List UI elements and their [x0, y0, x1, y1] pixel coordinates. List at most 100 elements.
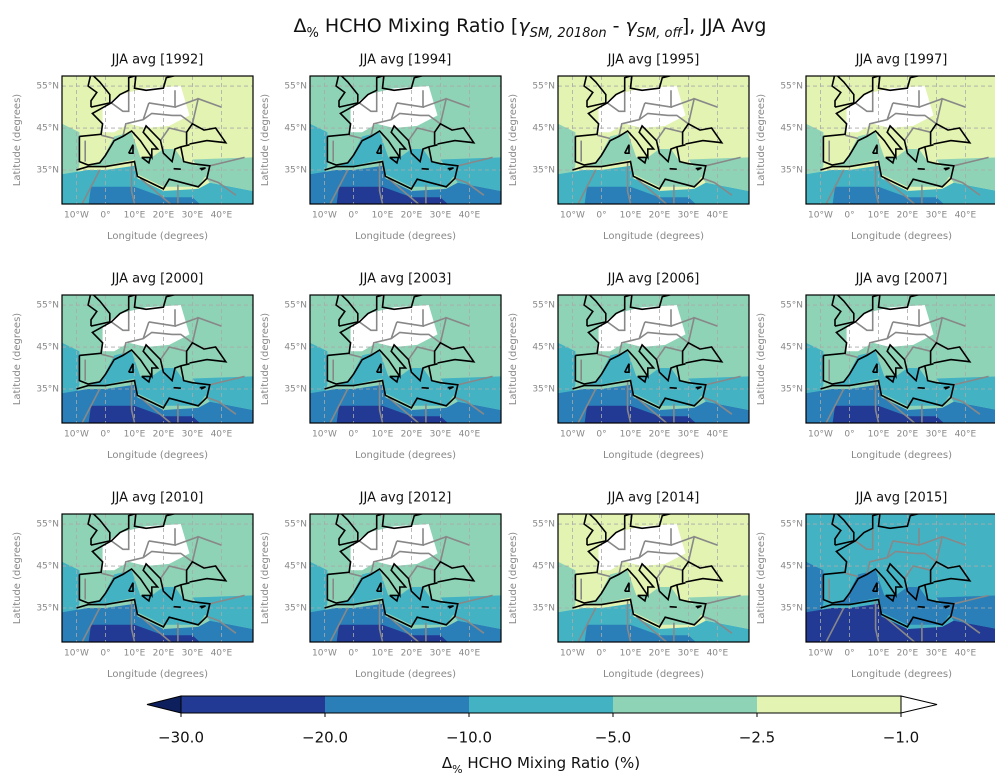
coastline: [871, 582, 878, 593]
x-tick-label: 10°W: [312, 211, 337, 221]
coastline: [375, 144, 382, 154]
x-tick-label: 30°E: [430, 649, 452, 659]
map-frame: [557, 513, 750, 643]
border: [139, 615, 172, 642]
coastline: [324, 146, 459, 190]
y-tick-label: 55°N: [780, 82, 803, 92]
map-frame: [805, 294, 995, 424]
border: [626, 599, 632, 642]
map-frame: [557, 75, 750, 205]
border: [387, 615, 420, 642]
border: [702, 177, 733, 196]
panel-title: JJA avg [2003]: [359, 272, 452, 287]
text-part: -: [607, 15, 626, 37]
coastline: [885, 156, 896, 165]
x-tick-label: 10°W: [808, 430, 833, 440]
border: [825, 388, 845, 423]
region: [336, 186, 448, 204]
map: [310, 514, 501, 642]
coastline: [326, 562, 438, 604]
border: [390, 540, 398, 558]
map-frame: [309, 513, 502, 643]
coastline: [917, 386, 925, 389]
x-tick-label: 40°E: [459, 649, 481, 659]
coastline: [421, 605, 429, 608]
y-tick-label: 45°N: [780, 124, 803, 134]
border: [844, 572, 859, 578]
coastline: [79, 514, 176, 576]
border: [866, 550, 937, 575]
border: [206, 396, 237, 415]
border: [950, 615, 981, 634]
x-tick-label: 30°E: [678, 211, 700, 221]
x-tick-label: 0°: [100, 211, 110, 221]
coastline: [637, 156, 648, 165]
border: [886, 540, 894, 558]
border: [705, 156, 741, 167]
border: [206, 615, 237, 634]
coastline: [185, 341, 228, 364]
border: [854, 528, 874, 551]
coastline: [669, 386, 677, 389]
coastline: [681, 122, 724, 145]
border: [635, 615, 668, 642]
coastline: [173, 605, 181, 608]
coastline: [823, 514, 920, 576]
border: [422, 316, 447, 327]
x-tick-label: 10°W: [560, 211, 585, 221]
coastline: [583, 514, 607, 546]
coastline: [823, 295, 920, 357]
colorbar-segment: [325, 696, 469, 713]
x-axis-label: Longitude (degrees): [355, 231, 456, 242]
border: [874, 380, 880, 423]
y-axis-label: Latitude (degrees): [756, 313, 767, 405]
coastline: [669, 605, 677, 608]
region: [88, 186, 200, 204]
colorbar-extend-min: [146, 695, 182, 714]
coastline: [681, 560, 724, 583]
x-tick-label: 20°E: [153, 211, 175, 221]
border: [100, 572, 115, 578]
y-tick-label: 45°N: [36, 562, 59, 572]
y-tick-label: 55°N: [284, 520, 307, 530]
map: [806, 514, 995, 642]
panel-title: JJA avg [2015]: [855, 491, 948, 506]
border: [130, 599, 136, 642]
y-tick-label: 35°N: [532, 166, 555, 176]
border: [387, 396, 420, 423]
panel-title: JJA avg [2006]: [607, 272, 700, 287]
map-frame: [805, 513, 995, 643]
coastline: [78, 124, 190, 166]
x-axis-label: Longitude (degrees): [355, 669, 456, 680]
coastline: [929, 341, 972, 364]
border: [705, 594, 741, 605]
border: [81, 388, 101, 423]
coastline: [681, 341, 724, 364]
border: [618, 112, 689, 137]
border: [387, 177, 420, 204]
border: [457, 375, 493, 386]
x-tick-label: 10°W: [64, 211, 89, 221]
border: [866, 112, 937, 137]
coastline: [623, 144, 630, 154]
y-tick-label: 35°N: [36, 604, 59, 614]
text-part: SM, off: [637, 26, 684, 41]
border: [209, 594, 245, 605]
x-axis-label: Longitude (degrees): [851, 450, 952, 461]
x-tick-label: 10°E: [620, 649, 642, 659]
x-tick-label: 40°E: [707, 211, 729, 221]
x-tick-label: 40°E: [707, 430, 729, 440]
coastline: [871, 363, 878, 374]
coastline: [375, 582, 382, 593]
border: [348, 572, 363, 578]
text-part: %: [307, 26, 319, 41]
border: [159, 346, 187, 361]
coastline: [335, 76, 359, 108]
map-frame: [557, 294, 750, 424]
x-axis-label: Longitude (degrees): [603, 231, 704, 242]
map: [310, 76, 501, 204]
colorbar-tick-label: −1.0: [883, 729, 919, 747]
x-axis-label: Longitude (degrees): [107, 669, 208, 680]
border: [883, 177, 916, 204]
border: [596, 353, 611, 359]
